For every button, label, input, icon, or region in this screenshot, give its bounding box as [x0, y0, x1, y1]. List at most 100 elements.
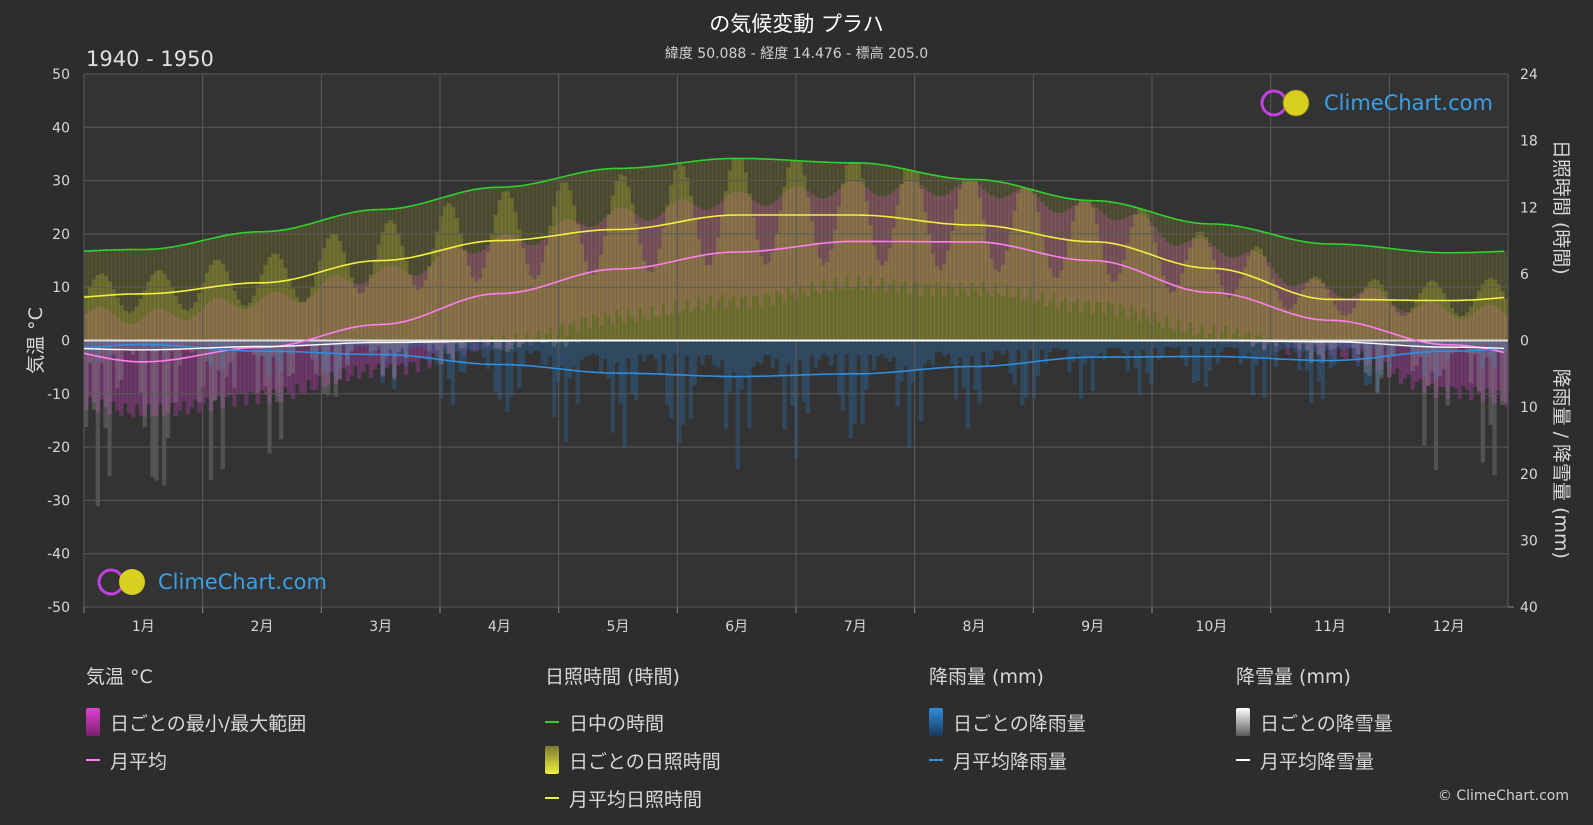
temp-range-bar	[485, 245, 491, 349]
sunshine-bar	[996, 271, 1002, 341]
temp-range-bar	[1129, 215, 1135, 306]
sunshine-bar	[517, 229, 522, 341]
sunshine-bar	[1215, 273, 1220, 341]
daylight-bar	[423, 203, 428, 341]
temp-range-bar	[1309, 279, 1314, 360]
rain-bar	[1496, 340, 1501, 345]
temp-range-bar	[1488, 304, 1493, 397]
temp-range-bar	[1285, 284, 1291, 356]
temp-range-bar	[1102, 214, 1107, 315]
temp-range-bar	[567, 219, 573, 324]
snow-bar	[505, 340, 510, 352]
snow-bar	[360, 340, 366, 344]
daylight-bar	[1231, 225, 1236, 341]
legend-head-rain: 降雨量 (mm)	[929, 666, 1044, 688]
temp-range-bar	[821, 198, 826, 280]
sunshine-bar	[1141, 208, 1146, 341]
rain-bar	[1504, 340, 1509, 353]
daylight-swatch	[545, 721, 559, 723]
sunshine-bar	[130, 311, 136, 341]
rain-bar	[918, 340, 924, 422]
sunshine-bar	[801, 175, 807, 341]
daylight-bar	[973, 179, 979, 341]
rain-bar	[957, 340, 963, 358]
temp-range-bar	[1504, 315, 1509, 407]
daylight-bar	[1394, 248, 1400, 341]
temp-range-bar	[977, 185, 982, 297]
rain-bar	[263, 340, 268, 357]
sunshine-bar	[423, 279, 428, 341]
rain-bar	[501, 340, 506, 351]
temp-range-bar	[1344, 298, 1349, 360]
snow-bar	[329, 340, 335, 345]
left-tick-label: -20	[47, 440, 70, 456]
legend-label: 月平均降雨量	[953, 750, 1068, 773]
sunshine-bar	[973, 180, 979, 341]
temp-range-bar	[1390, 304, 1396, 374]
sunshine-bar	[243, 306, 249, 341]
daylight-bar	[719, 158, 725, 341]
temp-range-bar	[1121, 218, 1127, 308]
daylight-bar	[501, 187, 506, 341]
temp-range-bar	[637, 217, 643, 308]
daylight-bar	[454, 194, 460, 341]
snow-bar	[458, 340, 463, 349]
temp-range-bar	[302, 301, 307, 395]
temp-range-bar	[1094, 207, 1099, 303]
daylight-bar	[669, 164, 674, 341]
sunshine-bar	[567, 190, 573, 341]
sunshine-bar	[934, 266, 939, 341]
temp-range-bar	[310, 295, 315, 391]
snow-bar	[1500, 340, 1505, 405]
logo-top[interactable]: ClimeChart.com	[1258, 88, 1493, 118]
rain-avg-swatch	[929, 759, 943, 761]
temp-range-bar	[1281, 282, 1287, 344]
daylight-bar	[532, 183, 538, 341]
daylight-bar	[739, 158, 744, 341]
temp-range-bar	[1418, 305, 1423, 380]
sunshine-bar	[579, 244, 584, 341]
temp-range-bar	[630, 211, 635, 317]
temp-range-bar	[474, 253, 479, 352]
sunshine-bar	[341, 251, 346, 341]
temp-range-bar	[1332, 293, 1337, 360]
month-label: 2月	[251, 619, 274, 635]
daylight-bar	[173, 246, 179, 341]
daylight-bar	[899, 167, 904, 341]
rain-bar	[130, 340, 136, 343]
sunshine-bar	[528, 275, 534, 341]
sunshine-bar	[755, 239, 760, 341]
temp-range-bar	[879, 196, 885, 279]
temp-range-bar	[743, 194, 748, 296]
rain-bar	[1086, 340, 1091, 358]
daylight-bar	[376, 209, 382, 341]
sunshine-bar	[610, 195, 616, 341]
sunshine-bar	[419, 288, 425, 341]
temp-range-bar	[150, 310, 155, 417]
snow-bar	[1468, 340, 1474, 384]
daylight-bar	[602, 169, 608, 341]
rain-bar	[1250, 340, 1255, 396]
rain-bar	[1348, 340, 1353, 349]
sunshine-bar	[1125, 243, 1131, 341]
rain-bar	[1394, 340, 1400, 347]
snow-bar	[337, 340, 342, 379]
temp-range-bar	[126, 324, 132, 414]
sunshine-bar	[286, 278, 292, 341]
sunshine-bar	[719, 214, 725, 341]
daylight-bar	[345, 213, 350, 341]
temp-range-bar	[142, 315, 148, 417]
chart-title: の気候変動 プラハ	[709, 12, 884, 36]
daylight-bar	[446, 196, 452, 341]
daylight-bar	[1472, 252, 1478, 341]
daylight-bar	[1180, 220, 1185, 341]
temp-range-bar	[333, 275, 339, 384]
daylight-bar	[957, 178, 963, 341]
logo-bottom[interactable]: ClimeChart.com	[96, 567, 327, 597]
rain-bar	[466, 340, 471, 350]
temp-range-bar	[169, 313, 175, 403]
sunshine-bar	[595, 268, 600, 341]
daylight-bar	[825, 162, 830, 341]
temp-range-bar	[466, 252, 471, 341]
temp-range-bar	[996, 198, 1002, 295]
